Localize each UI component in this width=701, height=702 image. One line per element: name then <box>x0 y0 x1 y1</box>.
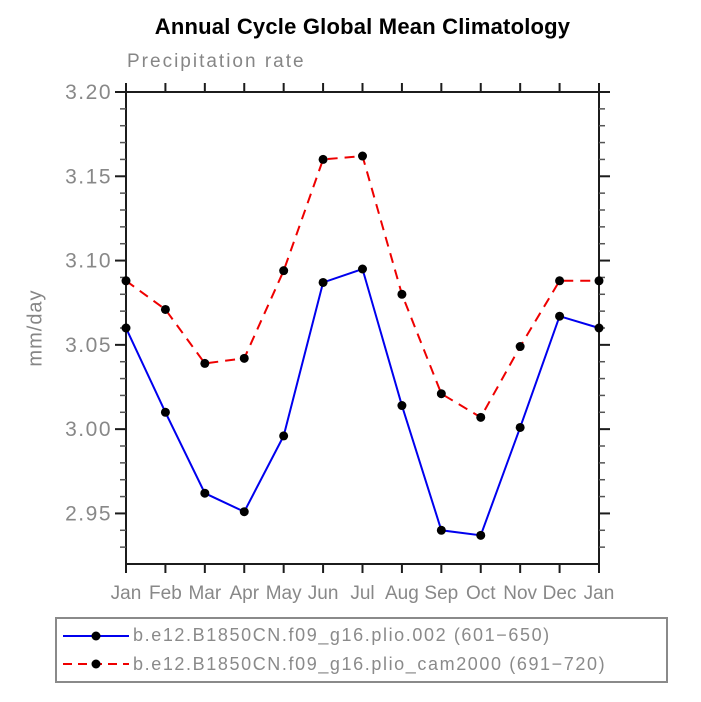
data-point-marker <box>436 389 446 399</box>
series-line-1 <box>125 267 600 537</box>
x-axis-tick-label: Mar <box>188 583 221 604</box>
x-axis-tick-label: Nov <box>503 583 537 604</box>
y-axis-tick-label: 3.05 <box>65 334 112 357</box>
data-point-marker <box>318 277 328 287</box>
x-axis-tick-label: Apr <box>229 583 259 604</box>
legend-item-series-2: b.e12.B1850CN.f09_g16.plio_cam2000 (691−… <box>61 650 664 678</box>
data-point-marker <box>555 276 565 286</box>
x-axis-tick-label: Jan <box>111 583 142 604</box>
data-point-marker <box>121 276 131 286</box>
legend-sample-marker <box>91 631 101 641</box>
plot-frame <box>125 91 600 565</box>
data-point-marker <box>515 422 525 432</box>
data-point-marker <box>594 323 604 333</box>
legend-label-series-1: b.e12.B1850CN.f09_g16.plio.002 (601−650) <box>133 625 551 646</box>
chart-title: Annual Cycle Global Mean Climatology <box>154 14 571 39</box>
x-axis-tick-label: Oct <box>466 583 496 604</box>
legend-sample-marker <box>91 659 101 669</box>
legend-box: b.e12.B1850CN.f09_g16.plio.002 (601−650)… <box>55 617 668 683</box>
data-point-marker <box>555 311 565 321</box>
y-axis-tick-label: 3.10 <box>65 250 112 273</box>
x-axis-tick-label: Jul <box>350 583 374 604</box>
x-axis-tick-label: May <box>266 583 302 604</box>
y-axis-tick-label: 2.95 <box>65 502 112 525</box>
x-axis-tick-label: Feb <box>149 583 182 604</box>
data-point-marker <box>476 530 486 540</box>
chart-subtitle: Precipitation rate <box>127 51 306 72</box>
x-axis-tick-label: Jan <box>584 583 615 604</box>
x-axis-tick-label: Dec <box>543 583 577 604</box>
data-point-marker <box>160 304 170 314</box>
data-point-marker <box>358 151 367 161</box>
data-point-marker <box>436 525 446 535</box>
data-point-marker <box>239 507 249 517</box>
data-point-marker <box>279 431 289 441</box>
data-point-marker <box>397 289 407 299</box>
data-point-marker <box>200 488 210 498</box>
data-point-marker <box>121 323 131 333</box>
legend-item-series-1: b.e12.B1850CN.f09_g16.plio.002 (601−650) <box>61 622 664 650</box>
x-axis-tick-label: Jun <box>308 583 339 604</box>
y-axis-tick-label: 3.00 <box>65 418 112 441</box>
series-line-2 <box>125 154 599 419</box>
y-axis-tick-label: 3.20 <box>65 81 112 104</box>
x-axis-tick-label: Sep <box>424 583 458 604</box>
legend-line-sample-solid <box>63 631 129 641</box>
data-point-marker <box>515 342 525 352</box>
data-point-marker <box>594 276 604 286</box>
data-point-marker <box>358 264 367 274</box>
data-point-marker <box>476 412 486 422</box>
data-point-marker <box>397 401 407 411</box>
data-point-marker <box>200 358 210 368</box>
data-point-marker <box>239 353 249 363</box>
y-axis-tick-label: 3.15 <box>65 165 112 188</box>
data-point-marker <box>279 266 289 276</box>
x-axis-tick-label: Aug <box>385 583 419 604</box>
data-point-marker <box>318 154 328 164</box>
data-point-marker <box>160 407 170 417</box>
legend-line-sample-dashed <box>63 659 129 669</box>
legend-label-series-2: b.e12.B1850CN.f09_g16.plio_cam2000 (691−… <box>133 653 607 674</box>
